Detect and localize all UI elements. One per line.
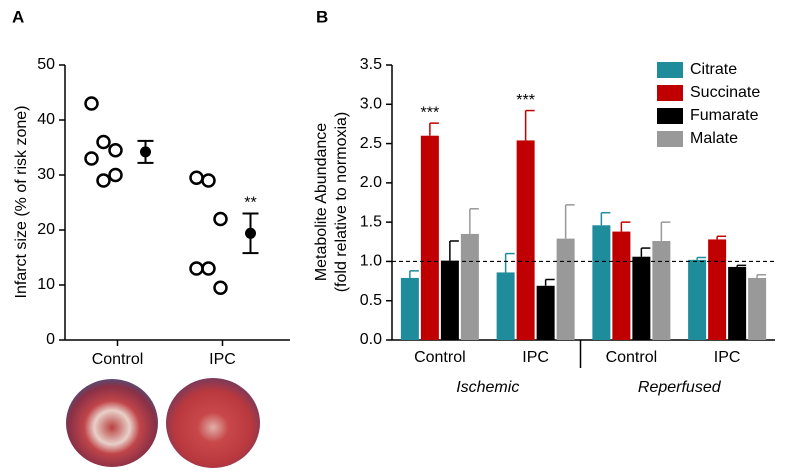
y-axis-label: Metabolite Abundance — [313, 123, 330, 281]
y-tick-label: 40 — [37, 111, 55, 128]
panel-label: B — [316, 7, 328, 26]
y-tick-label: 2.0 — [360, 174, 382, 191]
y-tick-label: 10 — [37, 276, 55, 293]
group-label: Reperfused — [638, 379, 722, 396]
bar — [612, 231, 631, 340]
data-point — [108, 143, 123, 158]
y-tick-label: 30 — [37, 166, 55, 183]
data-point — [189, 170, 204, 185]
group-label: Ischemic — [456, 379, 519, 396]
bar — [440, 260, 459, 340]
data-point — [108, 167, 123, 183]
bar — [728, 266, 747, 340]
legend-label: Fumarate — [690, 107, 759, 124]
y-tick-label: 1.5 — [360, 213, 382, 230]
legend-swatch — [657, 85, 683, 101]
bar — [460, 233, 479, 340]
panel-label: A — [12, 7, 24, 26]
y-tick-label: 3.0 — [360, 96, 382, 113]
bar — [496, 272, 515, 340]
heart-image — [166, 378, 260, 468]
legend-label: Succinate — [690, 84, 760, 101]
bar — [688, 259, 707, 340]
y-axis-label: Infarct size (% of risk zone) — [13, 106, 30, 299]
legend-label: Malate — [690, 130, 738, 147]
y-tick-label: 2.5 — [360, 135, 382, 152]
y-tick-label: 3.5 — [360, 56, 382, 73]
data-point — [201, 173, 216, 188]
y-tick-label: 0.5 — [360, 292, 382, 309]
bar — [400, 277, 419, 340]
y-tick-label: 50 — [37, 56, 55, 73]
significance-label: ** — [244, 195, 256, 212]
bar — [748, 277, 767, 340]
y-tick-label: 20 — [37, 221, 55, 238]
y-tick-label: 0 — [46, 331, 55, 348]
bar — [536, 285, 555, 340]
y-tick-label: 1.0 — [360, 253, 382, 270]
legend-swatch — [657, 62, 683, 78]
bar — [652, 241, 671, 340]
mean-point — [140, 146, 151, 158]
significance-label: *** — [421, 104, 440, 121]
data-point — [96, 173, 111, 188]
data-point — [84, 96, 99, 111]
data-point — [96, 134, 111, 150]
x-tick-label: Control — [414, 349, 466, 366]
data-point — [213, 211, 228, 227]
y-tick-label: 0.0 — [360, 331, 382, 348]
y-axis-label: (fold relative to normoxia) — [333, 112, 350, 293]
legend-label: Citrate — [690, 61, 737, 78]
mean-point — [245, 227, 256, 239]
data-point — [213, 280, 228, 295]
x-tick-label: IPC — [714, 349, 741, 366]
x-tick-label: IPC — [522, 349, 549, 366]
bar — [708, 239, 727, 340]
x-tick-label: Control — [92, 351, 144, 368]
bar — [592, 225, 611, 340]
x-tick-label: Control — [606, 349, 658, 366]
data-point — [84, 151, 99, 166]
data-point — [189, 261, 204, 276]
x-tick-label: IPC — [209, 351, 236, 368]
heart-image — [66, 379, 158, 467]
significance-label: *** — [516, 92, 535, 109]
bar — [632, 256, 651, 340]
data-point — [201, 261, 216, 276]
bar — [420, 135, 439, 340]
bar — [556, 238, 575, 340]
bar — [516, 140, 535, 340]
legend-swatch — [657, 108, 683, 124]
legend-swatch — [657, 131, 683, 147]
